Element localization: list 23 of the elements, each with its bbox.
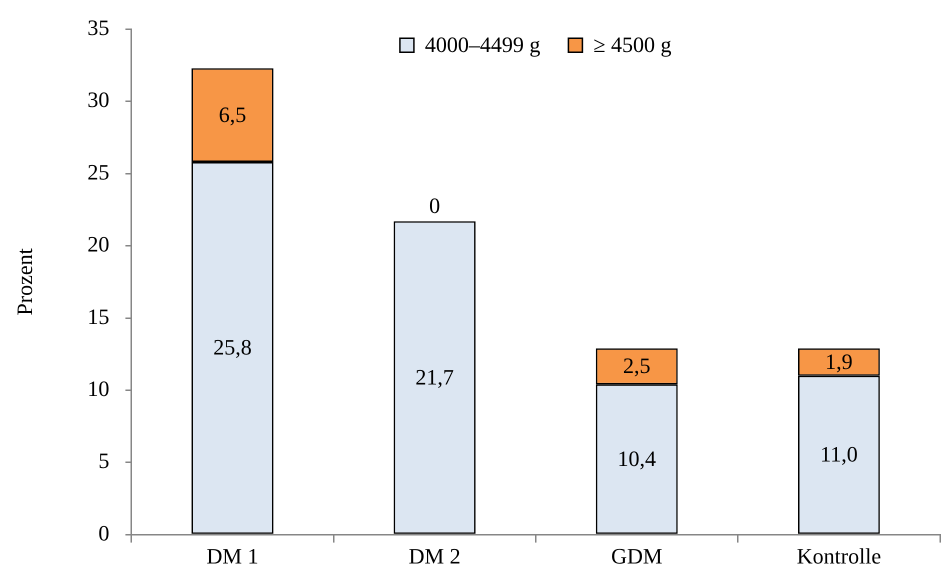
- data-label: 6,5: [218, 102, 246, 127]
- y-tick-label: 5: [98, 448, 110, 474]
- data-label: 1,9: [825, 348, 853, 374]
- y-tick-label: 0: [98, 520, 110, 546]
- data-label: 11,0: [820, 442, 858, 467]
- data-label: 21,7: [415, 364, 454, 390]
- data-label: 2,5: [623, 353, 651, 378]
- data-label: 25,8: [213, 334, 252, 360]
- x-tick-label: DM 1: [206, 544, 258, 569]
- legend-label: 4000–4499 g: [424, 32, 540, 57]
- data-label: 0: [429, 193, 440, 218]
- y-tick-label: 30: [87, 87, 110, 112]
- y-tick-label: 20: [87, 232, 110, 257]
- x-tick-label: GDM: [611, 544, 662, 569]
- x-tick-label: Kontrolle: [796, 544, 882, 569]
- legend-label: ≥ 4500 g: [593, 32, 672, 57]
- y-tick-label: 10: [87, 376, 110, 401]
- y-tick-label: 35: [87, 14, 110, 40]
- y-tick-label: 15: [87, 304, 110, 329]
- x-tick-label: DM 2: [408, 544, 461, 569]
- data-label: 10,4: [618, 446, 656, 471]
- y-axis-title: Prozent: [12, 248, 37, 316]
- y-tick-label: 25: [87, 159, 110, 184]
